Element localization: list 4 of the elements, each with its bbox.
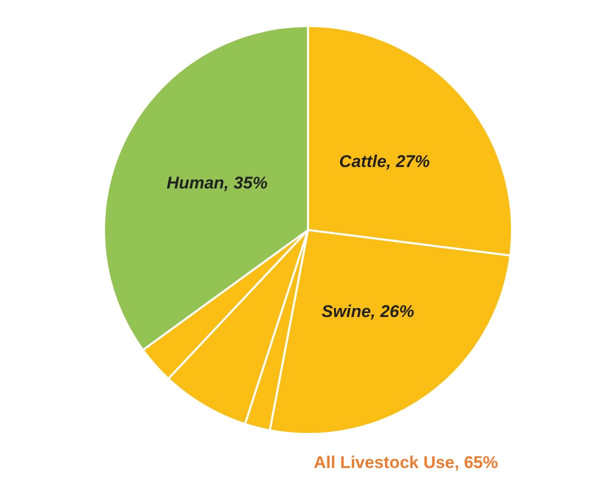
text: All Livestock Use, 65%	[314, 453, 498, 473]
slice-label: Swine, 26%	[322, 302, 414, 322]
slice-label: Human, 35%	[166, 173, 268, 192]
slice-label: Cattle, 27%	[339, 152, 430, 172]
